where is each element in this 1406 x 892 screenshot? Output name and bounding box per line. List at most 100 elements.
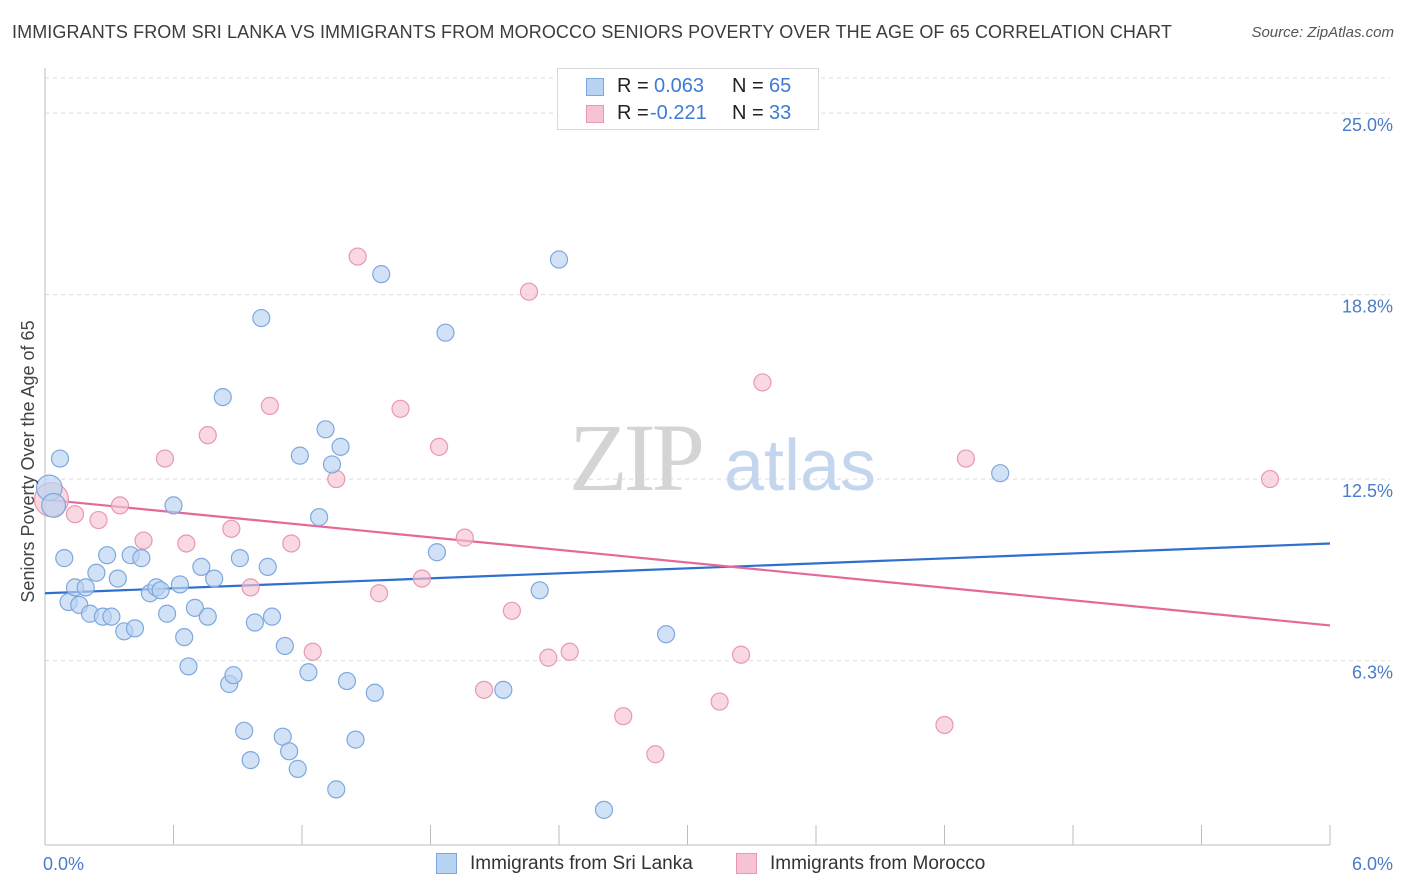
point-sri-lanka — [50, 449, 70, 468]
point-sri-lanka — [258, 557, 277, 576]
point-sri-lanka — [102, 607, 121, 626]
point-morocco — [956, 449, 976, 468]
legend-r-label: R = — [617, 102, 649, 124]
point-sri-lanka — [991, 464, 1010, 483]
point-sri-lanka — [316, 420, 335, 439]
point-sri-lanka — [337, 671, 357, 691]
point-sri-lanka — [365, 683, 384, 702]
series-swatch-morocco — [736, 853, 757, 874]
point-morocco — [177, 534, 196, 553]
series-label-sri-lanka: Immigrants from Sri Lanka — [470, 853, 693, 874]
point-sri-lanka — [372, 265, 391, 284]
point-sri-lanka — [170, 575, 190, 594]
point-sri-lanka — [549, 250, 569, 269]
point-sri-lanka — [213, 387, 232, 407]
point-sri-lanka — [198, 607, 217, 626]
point-morocco — [65, 505, 85, 524]
point-morocco — [370, 584, 389, 603]
point-sri-lanka — [494, 680, 513, 699]
watermark-zip: ZIP — [569, 404, 702, 511]
y-axis-title: Seniors Poverty Over the Age of 65 — [18, 320, 38, 602]
legend-row-sri-lanka: R = 0.063 N = 65 — [558, 74, 820, 100]
point-morocco — [502, 601, 521, 620]
point-sri-lanka — [310, 508, 329, 527]
point-sri-lanka — [55, 549, 74, 568]
point-morocco — [539, 648, 558, 667]
legend-n-label: N = — [732, 75, 764, 97]
point-sri-lanka — [656, 625, 676, 644]
point-morocco — [1260, 469, 1280, 489]
point-sri-lanka — [185, 598, 205, 617]
trend-line-morocco — [44, 498, 1331, 627]
labels-layer: 6.3% 12.5% 18.8% 25.0% 0.0% 6.0% Seniors Pover… — [18, 115, 1393, 874]
point-sri-lanka — [327, 780, 346, 799]
point-morocco — [753, 373, 772, 392]
point-morocco — [731, 645, 751, 664]
point-sri-lanka — [87, 563, 106, 582]
point-morocco — [303, 642, 322, 661]
legend-row-morocco: R = -0.221 N = 33 — [558, 101, 820, 127]
point-sri-lanka — [164, 496, 183, 515]
y-tick-label: 18.8% — [1342, 297, 1393, 317]
point-sri-lanka — [346, 730, 365, 749]
correlation-legend: R = 0.063 N = 65 R = -0.221 N = 33 — [557, 68, 819, 130]
point-morocco — [455, 528, 474, 547]
point-morocco — [241, 578, 260, 597]
point-morocco — [614, 707, 633, 726]
series-swatch-sri-lanka — [436, 853, 457, 874]
point-morocco — [134, 531, 153, 550]
point-morocco — [260, 396, 279, 415]
point-sri-lanka — [157, 604, 177, 623]
point-sri-lanka — [322, 455, 342, 474]
point-morocco — [348, 247, 367, 266]
point-sri-lanka — [151, 581, 170, 600]
grid-layer — [45, 77, 1390, 662]
point-sri-lanka — [192, 557, 211, 576]
x-tick-label: 0.0% — [43, 854, 84, 874]
y-tick-label: 25.0% — [1342, 115, 1393, 135]
point-sri-lanka — [288, 759, 307, 778]
point-sri-lanka — [230, 549, 249, 568]
point-sri-lanka — [98, 546, 117, 565]
point-sri-lanka — [241, 751, 260, 770]
point-sri-lanka — [436, 323, 455, 342]
point-sri-lanka — [290, 446, 309, 465]
y-tick-label: 12.5% — [1342, 481, 1393, 501]
point-sri-lanka — [280, 742, 299, 761]
legend-r-label: R = — [617, 75, 649, 97]
point-morocco — [89, 510, 108, 530]
series-label-morocco: Immigrants from Morocco — [770, 853, 986, 874]
point-sri-lanka — [275, 636, 294, 656]
point-morocco — [222, 519, 241, 538]
chart-title: IMMIGRANTS FROM SRI LANKA VS IMMIGRANTS … — [12, 22, 1172, 42]
point-morocco — [412, 569, 432, 588]
point-morocco — [519, 282, 539, 301]
point-sri-lanka — [175, 628, 194, 647]
chart-source: Source: ZipAtlas.com — [1251, 24, 1394, 41]
point-sri-lanka — [427, 543, 447, 562]
legend-n-label: N = — [732, 102, 764, 124]
point-sri-lanka — [245, 613, 264, 632]
point-sri-lanka — [108, 569, 127, 588]
point-sri-lanka — [41, 492, 67, 518]
point-sri-lanka — [224, 666, 243, 685]
point-sri-lanka — [205, 569, 224, 588]
point-morocco — [935, 715, 954, 735]
point-morocco — [560, 642, 579, 661]
point-sri-lanka — [299, 663, 318, 682]
point-sri-lanka — [262, 607, 282, 626]
point-morocco — [474, 680, 494, 699]
legend-r-value: 0.063 — [654, 75, 705, 97]
point-morocco — [155, 449, 175, 468]
point-morocco — [282, 534, 301, 553]
watermark-atlas: atlas — [724, 426, 876, 506]
point-morocco — [110, 496, 130, 515]
point-sri-lanka — [594, 800, 614, 819]
point-morocco — [429, 437, 449, 456]
points-layer — [33, 247, 1280, 819]
point-sri-lanka — [179, 657, 198, 676]
point-sri-lanka — [331, 437, 350, 456]
point-morocco — [391, 399, 410, 418]
legend-n-value: 33 — [769, 102, 792, 124]
